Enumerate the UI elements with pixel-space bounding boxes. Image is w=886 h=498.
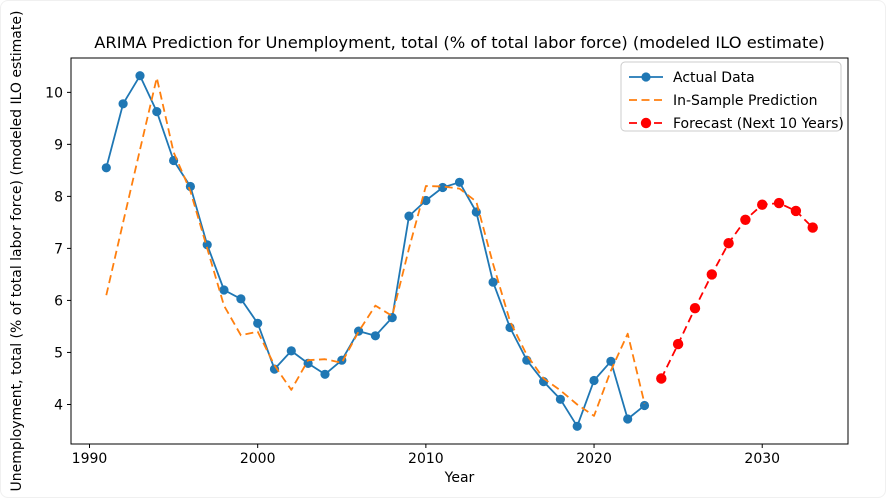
data-point-actual-data: [438, 182, 448, 193]
data-point-actual-data: [219, 285, 229, 295]
data-point-actual-data: [118, 99, 128, 109]
y-tick-label: 8: [54, 189, 63, 205]
data-point-forecast-next-10-years: [773, 197, 785, 209]
data-point-actual-data: [320, 369, 330, 379]
y-tick-label: 9: [54, 137, 63, 153]
plot-area: 1990 2000 2010 2020 2030 4 5 6 7 8 9 10: [45, 71, 818, 467]
data-point-actual-data: [236, 294, 246, 304]
data-point-actual-data: [589, 375, 599, 386]
legend-marker-actual-icon: [641, 72, 651, 82]
data-point-actual-data: [488, 277, 498, 287]
data-point-actual-data: [354, 326, 364, 336]
x-axis-label: Year: [444, 470, 475, 486]
data-point-actual-data: [404, 211, 414, 221]
legend-marker-forecast-icon: [640, 117, 652, 129]
chart-title: ARIMA Prediction for Unemployment, total…: [94, 33, 824, 52]
data-point-forecast-next-10-years: [757, 199, 768, 210]
data-point-actual-data: [135, 71, 145, 81]
data-point-actual-data: [253, 318, 263, 328]
y-tick-label: 6: [54, 293, 63, 309]
data-point-forecast-next-10-years: [740, 214, 751, 225]
x-tick-label: 2020: [576, 451, 612, 467]
series-line-in-sample-prediction: [105, 76, 646, 417]
legend-box: [620, 61, 842, 132]
data-point-forecast-next-10-years: [689, 303, 701, 314]
y-tick-label: 5: [54, 345, 63, 361]
data-point-actual-data: [639, 400, 650, 411]
x-tick-label: 2030: [744, 451, 780, 467]
y-axis-label: Unemployment, total (% of total labor fo…: [9, 11, 25, 492]
data-point-actual-data: [152, 107, 162, 117]
data-point-actual-data: [555, 394, 566, 404]
data-point-actual-data: [572, 421, 582, 431]
data-point-actual-data: [606, 356, 616, 366]
data-point-actual-data: [169, 155, 179, 166]
data-point-forecast-next-10-years: [672, 338, 684, 350]
data-point-actual-data: [454, 177, 465, 187]
data-point-forecast-next-10-years: [706, 269, 717, 280]
x-tick-label: 2000: [240, 451, 276, 467]
y-tick-label: 10: [45, 85, 63, 101]
data-point-actual-data: [185, 181, 195, 192]
data-point-actual-data: [269, 364, 280, 374]
legend-label-forecast: Forecast (Next 10 Years): [673, 116, 844, 132]
legend-label-actual: Actual Data: [673, 70, 755, 86]
legend-item-actual-data: Actual Data: [629, 70, 755, 86]
legend-item-forecast: Forecast (Next 10 Years): [629, 116, 844, 132]
legend: Actual Data In-Sample Prediction Forecas…: [620, 61, 844, 132]
plot-frame: [70, 57, 849, 445]
x-tick-label: 1990: [72, 451, 108, 467]
data-point-forecast-next-10-years: [656, 373, 667, 384]
data-point-actual-data: [370, 331, 380, 341]
y-tick-label: 7: [54, 241, 63, 257]
series-line-forecast-next-10-years: [660, 202, 814, 379]
y-tick-label: 4: [54, 397, 63, 413]
data-point-actual-data: [623, 414, 633, 424]
data-point-forecast-next-10-years: [807, 222, 818, 233]
legend-label-in-sample: In-Sample Prediction: [673, 93, 818, 109]
data-point-forecast-next-10-years: [790, 205, 802, 217]
data-point-actual-data: [421, 195, 431, 206]
x-tick-label: 2010: [408, 451, 444, 467]
data-point-actual-data: [303, 358, 313, 368]
series-line-actual-data: [105, 74, 646, 428]
data-point-actual-data: [101, 163, 111, 173]
data-point-actual-data: [286, 346, 296, 356]
legend-item-in-sample: In-Sample Prediction: [629, 93, 818, 109]
data-point-forecast-next-10-years: [723, 238, 734, 249]
